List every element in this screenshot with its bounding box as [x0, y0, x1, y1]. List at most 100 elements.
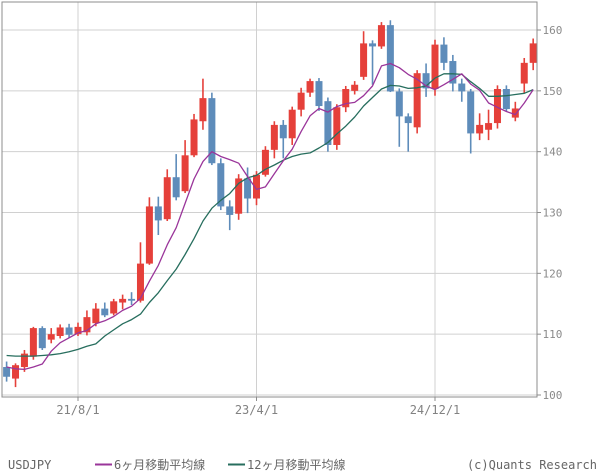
candle-body — [47, 334, 55, 340]
down-candle — [502, 85, 510, 112]
ma6-legend-label: 6ヶ月移動平均線 — [114, 457, 205, 472]
candles-layer — [3, 20, 537, 388]
up-candle — [511, 101, 519, 122]
candle-body — [333, 107, 341, 145]
candle-body — [65, 327, 73, 335]
candle-body — [342, 89, 350, 108]
up-candle — [235, 174, 243, 220]
candle-body — [190, 119, 198, 156]
legend-row: USDJPY 6ヶ月移動平均線 12ヶ月移動平均線 (c)Quants Rese… — [8, 457, 597, 472]
candle-body — [270, 124, 278, 150]
candle-body — [244, 178, 252, 199]
down-candle — [172, 154, 180, 201]
y-axis-tick-label: 110 — [543, 328, 563, 341]
candle-body — [217, 163, 225, 207]
up-candle — [360, 31, 368, 80]
candle-body — [92, 308, 100, 324]
candle-body — [38, 328, 46, 349]
up-candle — [74, 322, 82, 336]
y-axis-tick-label: 100 — [543, 389, 563, 402]
up-candle — [163, 169, 171, 222]
up-candle — [181, 140, 189, 194]
candle-body — [413, 73, 421, 128]
series-symbol-label: USDJPY — [8, 458, 52, 472]
up-candle — [342, 85, 350, 113]
x-axis-tick-label: 24/12/1 — [410, 403, 461, 417]
down-candle — [128, 292, 136, 305]
candle-body — [377, 25, 385, 47]
up-candle — [485, 109, 493, 141]
up-candle — [253, 171, 260, 206]
candle-body — [199, 98, 207, 122]
candle-body — [297, 92, 305, 110]
up-candle — [288, 106, 296, 145]
candle-body — [315, 81, 323, 107]
up-candle — [83, 310, 91, 336]
down-candle — [65, 323, 73, 338]
candle-body — [83, 317, 91, 333]
candle-body — [422, 73, 430, 89]
candle-body — [520, 62, 528, 84]
up-candle — [20, 349, 28, 372]
candle-body — [181, 155, 189, 192]
y-axis-tick-label: 150 — [543, 85, 563, 98]
up-candle — [145, 197, 153, 265]
down-candle — [458, 78, 466, 102]
candle-body — [502, 89, 510, 110]
down-candle — [217, 158, 225, 211]
down-candle — [440, 37, 448, 71]
up-candle — [261, 146, 269, 177]
down-candle — [154, 196, 162, 236]
up-candle — [351, 81, 359, 95]
ma12-legend-label: 12ヶ月移動平均線 — [247, 457, 345, 472]
candle-body — [12, 365, 20, 379]
ma6-line — [6, 62, 534, 371]
candle-body — [128, 298, 136, 301]
candle-body — [467, 91, 475, 134]
candle-body — [351, 84, 359, 91]
candle-body — [226, 206, 234, 215]
y-axis-tick-label: 160 — [543, 24, 563, 37]
candle-body — [511, 108, 519, 118]
down-candle — [244, 167, 252, 214]
up-candle — [29, 326, 37, 360]
up-candle — [520, 57, 528, 94]
down-candle — [208, 92, 216, 166]
down-candle — [38, 326, 46, 350]
y-axis-tick-label: 120 — [543, 267, 563, 280]
axis-labels-layer: 100 110 120 130 140 150 160 21/8/1 23/4/1 24/12/1 — [56, 24, 562, 417]
up-candle — [270, 121, 278, 159]
down-candle — [315, 78, 323, 111]
candle-body — [493, 89, 501, 124]
up-candle — [47, 328, 55, 344]
up-candle — [110, 298, 118, 316]
up-candle — [431, 39, 439, 96]
candle-body — [119, 298, 127, 303]
candle-body — [154, 206, 162, 221]
candle-body — [208, 98, 216, 164]
candle-body — [261, 149, 269, 175]
candle-body — [288, 109, 296, 139]
candle-body — [136, 263, 144, 301]
down-candle — [3, 361, 11, 382]
candle-body — [235, 178, 243, 214]
up-candle — [529, 38, 537, 71]
y-axis-tick-label: 130 — [543, 206, 563, 219]
candle-body — [163, 177, 171, 220]
up-candle — [190, 113, 198, 158]
moving-average-layer — [6, 62, 534, 371]
candle-body — [101, 308, 109, 316]
up-candle — [12, 363, 20, 388]
down-candle — [279, 120, 287, 159]
candle-body — [110, 301, 118, 314]
x-axis-tick-label: 23/4/1 — [235, 403, 278, 417]
candle-body — [476, 124, 484, 134]
candle-body — [306, 81, 314, 93]
up-candle — [333, 104, 341, 150]
candle-body — [56, 327, 64, 336]
up-candle — [377, 22, 385, 49]
candle-body — [324, 101, 332, 145]
candle-body — [20, 353, 28, 368]
